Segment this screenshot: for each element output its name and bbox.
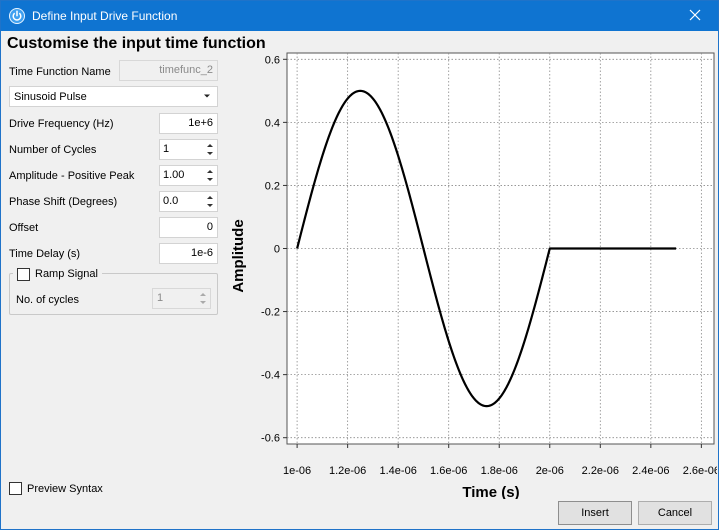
x-axis-ticks: 1e-06 1.2e-06 1.4e-06 1.6e-06 1.8e-06 2e-06 2.…	[283, 444, 717, 477]
x-tick-label: 2.6e-06	[683, 465, 717, 477]
title-bar: Define Input Drive Function	[1, 1, 718, 31]
power-icon	[9, 8, 25, 24]
phase-shift-value: 0.0	[163, 195, 179, 207]
phase-shift-label: Phase Shift (Degrees)	[9, 196, 118, 208]
time-delay-input[interactable]: 1e-6	[159, 243, 218, 264]
ramp-cycles-spinbox: 1	[152, 288, 211, 309]
preview-syntax-label: Preview Syntax	[27, 482, 103, 495]
ramp-cycles-value: 1	[157, 292, 164, 304]
y-axis-ticks: 0.6 0.4 0.2 0 -0.2 -0.4 -0.6	[261, 54, 287, 445]
data-point	[473, 398, 475, 400]
number-of-cycles-value: 1	[163, 143, 170, 155]
y-tick-label: 0	[274, 244, 280, 256]
ramp-signal-group	[9, 273, 218, 315]
data-point	[422, 248, 424, 250]
time-function-name-label: Time Function Name	[9, 66, 111, 78]
amplitude-spinbox[interactable]: 1.00	[159, 165, 218, 186]
number-of-cycles-spinbox[interactable]: 1	[159, 139, 218, 160]
x-tick-label: 1.8e-06	[481, 465, 518, 477]
data-point	[675, 248, 677, 250]
spin-arrows-icon[interactable]	[205, 141, 215, 158]
preview-syntax-checkbox[interactable]	[9, 482, 22, 495]
spin-arrows-icon[interactable]	[205, 167, 215, 184]
window-title: Define Input Drive Function	[32, 9, 178, 23]
offset-input[interactable]: 0	[159, 217, 218, 238]
data-point	[549, 248, 551, 250]
x-tick-label: 2.4e-06	[632, 465, 669, 477]
amplitude-time-plot: 0.6 0.4 0.2 0 -0.2 -0.4 -0.6 1e-06 1.2e-06 1.4e-…	[230, 52, 717, 499]
x-tick-label: 1.2e-06	[329, 465, 366, 477]
offset-label: Offset	[9, 222, 39, 234]
spin-arrows-icon	[198, 290, 208, 307]
phase-shift-spinbox[interactable]: 0.0	[159, 191, 218, 212]
ramp-cycles-label: No. of cycles	[16, 294, 79, 306]
time-function-name-field: timefunc_2	[119, 60, 218, 81]
function-type-select[interactable]: Sinusoid Pulse	[9, 86, 218, 107]
y-tick-label: 0.4	[265, 117, 280, 129]
data-point	[359, 90, 361, 92]
close-icon	[689, 9, 701, 24]
y-tick-label: -0.4	[261, 370, 280, 382]
x-axis-label: Time (s)	[462, 484, 519, 499]
data-point	[486, 405, 488, 407]
drive-frequency-label: Drive Frequency (Hz)	[9, 118, 114, 130]
insert-button[interactable]: Insert	[558, 501, 632, 525]
number-of-cycles-label: Number of Cycles	[9, 144, 97, 156]
data-point	[498, 398, 500, 400]
x-tick-label: 1e-06	[283, 465, 311, 477]
data-point	[296, 248, 298, 250]
page-title: Customise the input time function	[7, 35, 266, 52]
data-point	[524, 340, 526, 342]
drive-frequency-input[interactable]: 1e+6	[159, 113, 218, 134]
data-point	[448, 340, 450, 342]
preview-syntax-toggle[interactable]: Preview Syntax	[9, 482, 103, 495]
cancel-button[interactable]: Cancel	[638, 501, 712, 525]
y-axis-label: Amplitude	[230, 219, 247, 292]
x-tick-label: 2.2e-06	[582, 465, 619, 477]
chevron-down-icon	[203, 91, 211, 103]
x-tick-label: 1.4e-06	[380, 465, 417, 477]
time-delay-label: Time Delay (s)	[9, 248, 81, 260]
data-point	[321, 155, 323, 157]
close-button[interactable]	[672, 1, 718, 31]
data-point	[397, 155, 399, 157]
y-tick-label: 0.2	[265, 180, 280, 192]
x-tick-label: 2e-06	[536, 465, 564, 477]
y-tick-label: -0.2	[261, 307, 280, 319]
ramp-signal-label: Ramp Signal	[35, 268, 98, 280]
plot-grid	[287, 53, 714, 444]
ramp-signal-toggle[interactable]: Ramp Signal	[13, 266, 102, 282]
x-tick-label: 1.6e-06	[430, 465, 467, 477]
amplitude-label: Amplitude - Positive Peak	[9, 170, 135, 182]
amplitude-value: 1.00	[163, 169, 185, 181]
data-point	[372, 97, 374, 99]
ramp-signal-checkbox[interactable]	[17, 267, 30, 281]
spin-arrows-icon[interactable]	[205, 193, 215, 210]
y-tick-label: 0.6	[265, 54, 280, 66]
data-point	[347, 97, 349, 99]
function-type-value: Sinusoid Pulse	[14, 91, 87, 103]
y-tick-label: -0.6	[261, 433, 280, 445]
series-line	[296, 89, 677, 408]
